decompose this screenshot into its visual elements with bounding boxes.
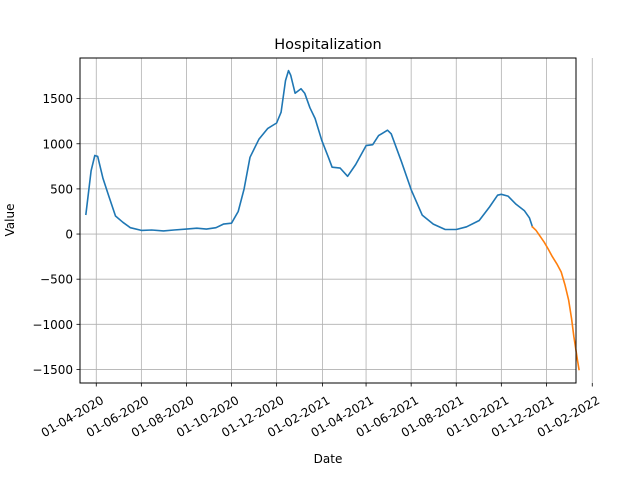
y-tick-label: 1500 — [42, 92, 73, 106]
plot-frame — [79, 57, 577, 384]
y-tick-label: 1000 — [42, 137, 73, 151]
y-tick-label: −1500 — [32, 363, 73, 377]
chart-title: Hospitalization — [274, 37, 381, 53]
series-line-1 — [85, 69, 534, 232]
y-axis: 1500 1000 500 0 −500 −1000 −1500 — [32, 92, 80, 377]
x-axis: 01-04-202001-06-202001-08-202001-10-2020… — [39, 383, 602, 440]
y-tick-label: −1000 — [32, 318, 73, 332]
y-tick-label: 0 — [65, 228, 73, 242]
y-axis-title: Value — [3, 204, 17, 237]
y-tick-label: −500 — [40, 273, 73, 287]
x-axis-title: Date — [314, 452, 343, 466]
grid-lines — [80, 58, 593, 383]
y-tick-label: 500 — [50, 182, 73, 196]
series-lines — [85, 69, 580, 371]
series-line-2 — [531, 225, 580, 371]
